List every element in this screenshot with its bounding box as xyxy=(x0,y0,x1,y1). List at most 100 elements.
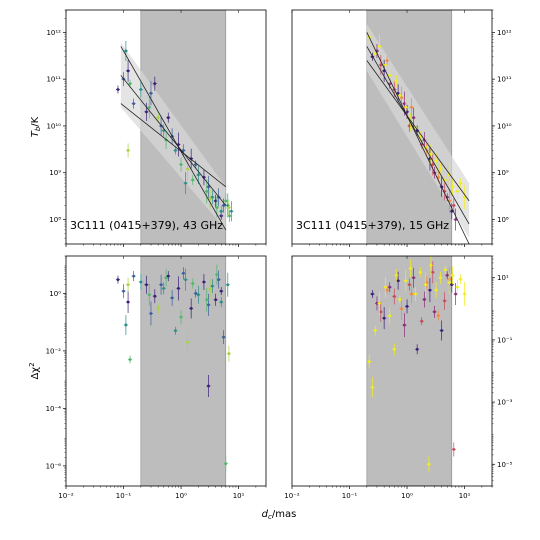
data-point xyxy=(222,204,226,207)
data-point xyxy=(433,310,436,314)
data-point xyxy=(400,96,403,100)
data-point xyxy=(431,270,435,274)
data-point xyxy=(434,288,438,292)
data-point xyxy=(196,293,200,297)
data-point xyxy=(371,292,374,296)
data-point xyxy=(412,116,415,120)
x-tick-label: 10⁻² xyxy=(58,492,74,500)
data-point xyxy=(408,283,411,287)
data-point xyxy=(394,273,398,277)
data-point xyxy=(224,199,228,203)
plot-area xyxy=(115,10,234,244)
axes-frame xyxy=(291,9,493,245)
data-point xyxy=(445,273,449,277)
data-point xyxy=(463,292,466,296)
data-point xyxy=(196,173,200,177)
data-point xyxy=(147,293,151,297)
data-point xyxy=(205,189,209,193)
plot-area xyxy=(366,256,467,486)
data-point xyxy=(429,263,433,267)
data-point xyxy=(403,102,406,105)
fit-line xyxy=(120,103,227,188)
data-point xyxy=(224,462,228,466)
data-point xyxy=(128,358,132,361)
data-point xyxy=(405,304,409,308)
data-point xyxy=(436,314,440,318)
y-tick-label: 10¹¹ xyxy=(46,76,61,84)
y-tick-label: 10⁰ xyxy=(49,290,61,298)
data-point xyxy=(208,287,212,291)
data-point xyxy=(418,270,422,274)
data-point xyxy=(194,292,198,295)
x-tick-label: 10⁻² xyxy=(284,492,300,500)
fit-line xyxy=(366,60,470,202)
fit-line xyxy=(120,75,227,206)
data-point xyxy=(396,279,400,283)
data-point xyxy=(184,278,187,282)
data-point xyxy=(443,299,447,303)
data-point xyxy=(398,298,402,301)
data-point xyxy=(367,360,371,364)
data-point xyxy=(448,277,452,281)
data-point xyxy=(207,384,210,388)
data-point xyxy=(425,281,429,284)
data-point xyxy=(184,181,187,185)
data-point xyxy=(452,448,456,451)
data-point xyxy=(398,93,402,97)
data-point xyxy=(126,69,130,73)
data-point xyxy=(208,197,212,201)
data-point xyxy=(388,314,392,318)
data-point xyxy=(210,284,214,288)
data-point xyxy=(174,329,177,333)
x-axis-label-sub: c xyxy=(268,513,272,521)
data-point xyxy=(415,347,419,351)
data-point xyxy=(394,79,398,83)
y-tick-label: 10¹⁰ xyxy=(46,122,61,130)
data-point xyxy=(149,312,153,315)
data-point xyxy=(227,206,231,209)
data-point xyxy=(455,189,459,193)
y-tick-label: 10⁹ xyxy=(497,169,509,177)
data-point xyxy=(145,110,148,114)
data-point xyxy=(377,45,381,48)
data-point xyxy=(455,285,459,289)
data-point xyxy=(205,298,209,302)
y-tick-label: 10⁻⁵ xyxy=(497,461,513,469)
x-tick-label: 10¹ xyxy=(459,492,471,500)
data-point xyxy=(207,185,210,189)
data-point xyxy=(422,298,426,301)
data-point xyxy=(371,385,374,389)
panel-label: 3C111 (0415+379), 15 GHz xyxy=(296,219,449,232)
data-point xyxy=(429,152,433,156)
y-tick-label: 10⁻³ xyxy=(497,399,513,407)
x-axis-label-main: d xyxy=(262,509,269,520)
data-point xyxy=(383,285,387,289)
data-point xyxy=(215,206,219,209)
y-axis-label-top-unit: /K xyxy=(30,116,41,126)
panel-chi-15ghz: 10⁻² 10⁻¹ 10⁰ 10¹ 10⁻⁵ 10⁻³ 10⁻¹ 10¹ xyxy=(284,255,513,500)
data-point xyxy=(385,59,389,62)
panel-tb-43ghz: 10⁸ 10⁹ 10¹⁰ 10¹¹ 10¹² 3C111 (0415+379), 43 G… xyxy=(46,9,267,247)
data-point xyxy=(149,91,153,95)
data-point xyxy=(174,149,177,152)
data-point xyxy=(170,296,174,300)
data-point xyxy=(392,295,396,298)
data-point xyxy=(414,292,417,296)
data-point xyxy=(207,303,210,307)
data-point xyxy=(404,279,408,283)
data-point xyxy=(459,277,462,281)
fit-line xyxy=(120,46,227,231)
data-point xyxy=(122,289,125,293)
data-point xyxy=(166,274,170,278)
data-point xyxy=(400,307,403,311)
data-point xyxy=(454,218,458,221)
data-point xyxy=(147,105,151,109)
data-point xyxy=(179,163,183,166)
data-point xyxy=(443,268,447,272)
data-point xyxy=(385,288,389,292)
y-tick-label: 10⁻⁶ xyxy=(46,462,62,470)
data-point xyxy=(139,88,143,91)
panel-tb-15ghz: 10⁸ 10⁹ 10¹⁰ 10¹¹ 10¹² 3C111 (0415+379), 15 G… xyxy=(291,9,512,247)
y-axis-label-top: Tb/K xyxy=(30,116,42,137)
data-point xyxy=(388,285,392,289)
